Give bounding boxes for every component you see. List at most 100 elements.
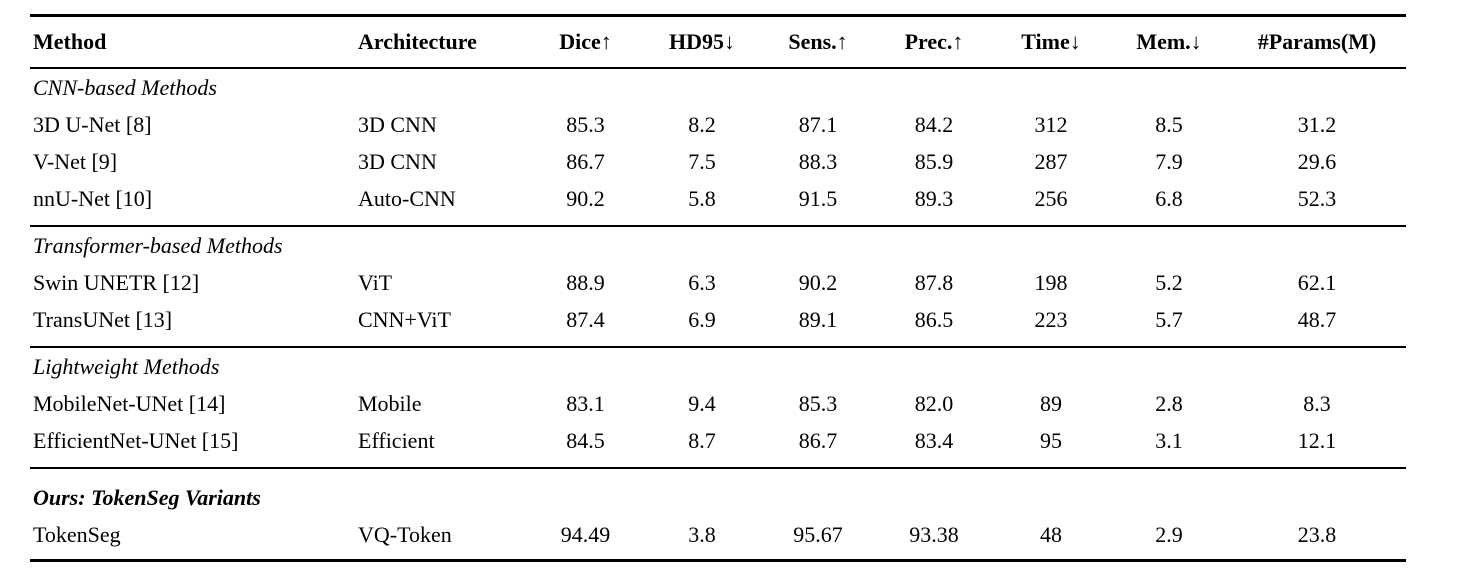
cell-mem: 5.2 [1155,269,1183,295]
cell-dice: 84.5 [566,427,605,453]
section-cnn-methods: CNN-based Methods 3D U-Net [8] 3D CNN 85… [30,68,1406,226]
cell-sens: 95.67 [793,521,843,547]
results-table: Method Architecture Dice↑ HD95↓ Sens.↑ P… [30,14,1406,562]
column-header-prec: Prec.↑ [904,29,964,54]
cell-sens: 87.1 [798,111,838,137]
cell-time: 312 [1034,111,1068,137]
column-header-mem: Mem.↓ [1136,29,1202,54]
cell-method: nnU-Net [10] [33,185,153,211]
cell-method: TokenSeg [33,521,121,547]
cell-hd95: 3.8 [688,521,716,547]
section-header-row: Ours: TokenSeg Variants [30,468,1406,516]
cell-params: 23.8 [1297,521,1337,547]
cell-time: 223 [1034,306,1068,332]
cell-architecture: Auto-CNN [358,185,456,211]
table-row: MobileNet-UNet [14] Mobile 83.1 9.4 85.3… [30,385,1406,422]
cell-method: 3D U-Net [8] [33,111,152,137]
cell-hd95: 7.5 [688,148,716,174]
cell-params: 52.3 [1297,185,1337,211]
section-header-label: CNN-based Methods [33,74,217,100]
table-row: EfficientNet-UNet [15] Efficient 84.5 8.… [30,422,1406,468]
cell-dice: 90.2 [566,185,605,211]
cell-dice: 88.9 [566,269,605,295]
cell-sens: 91.5 [798,185,838,211]
cell-architecture: 3D CNN [358,148,437,174]
cell-prec: 86.5 [914,306,954,332]
cell-mem: 8.5 [1155,111,1183,137]
cell-prec: 83.4 [914,427,954,453]
table-row: TokenSeg VQ-Token 94.49 3.8 95.67 93.38 … [30,516,1406,561]
header-row: Method Architecture Dice↑ HD95↓ Sens.↑ P… [30,16,1406,68]
cell-time: 89 [1040,390,1062,416]
cell-prec: 84.2 [914,111,954,137]
cell-mem: 2.9 [1155,521,1183,547]
cell-sens: 89.1 [798,306,838,332]
cell-mem: 3.1 [1155,427,1183,453]
cell-prec: 85.9 [914,148,954,174]
cell-sens: 90.2 [798,269,838,295]
cell-prec: 87.8 [914,269,954,295]
cell-prec: 93.38 [909,521,959,547]
cell-time: 287 [1034,148,1068,174]
cell-method: MobileNet-UNet [14] [33,390,226,416]
cell-dice: 87.4 [566,306,605,332]
cell-sens: 86.7 [798,427,838,453]
cell-hd95: 8.7 [688,427,716,453]
section-ours-tokenseg: Ours: TokenSeg Variants TokenSeg VQ-Toke… [30,468,1406,561]
column-header-method: Method [33,29,107,54]
cell-hd95: 8.2 [688,111,716,137]
cell-architecture: 3D CNN [358,111,437,137]
cell-method: TransUNet [13] [33,306,173,332]
cell-params: 31.2 [1297,111,1337,137]
column-header-sens: Sens.↑ [788,29,848,54]
table-row: Swin UNETR [12] ViT 88.9 6.3 90.2 87.8 1… [30,264,1406,301]
cell-time: 48 [1040,521,1062,547]
cell-method: EfficientNet-UNet [15] [33,427,239,453]
cell-dice: 86.7 [566,148,605,174]
cell-architecture: ViT [358,269,393,295]
cell-dice: 94.49 [560,521,611,547]
cell-method: Swin UNETR [12] [33,269,200,295]
column-header-architecture: Architecture [358,29,477,54]
cell-mem: 7.9 [1155,148,1183,174]
cell-mem: 6.8 [1155,185,1183,211]
column-header-params: #Params(M) [1257,29,1377,54]
table-row: TransUNet [13] CNN+ViT 87.4 6.9 89.1 86.… [30,301,1406,347]
cell-prec: 89.3 [914,185,954,211]
section-transformer-methods: Transformer-based Methods Swin UNETR [12… [30,226,1406,347]
section-header-row: CNN-based Methods [30,68,1406,106]
cell-params: 8.3 [1303,390,1331,416]
section-header-row: Transformer-based Methods [30,226,1406,264]
cell-sens: 88.3 [798,148,838,174]
cell-hd95: 6.9 [688,306,716,332]
cell-mem: 2.8 [1155,390,1183,416]
cell-architecture: Efficient [358,427,435,453]
cell-time: 198 [1034,269,1068,295]
cell-architecture: Mobile [358,390,422,416]
cell-params: 12.1 [1297,427,1337,453]
table-row: V-Net [9] 3D CNN 86.7 7.5 88.3 85.9 287 … [30,143,1406,180]
cell-architecture: CNN+ViT [358,306,451,332]
cell-params: 29.6 [1297,148,1337,174]
cell-hd95: 6.3 [688,269,716,295]
cell-dice: 83.1 [566,390,605,416]
cell-hd95: 9.4 [688,390,716,416]
column-header-dice: Dice↑ [559,29,612,54]
cell-time: 256 [1034,185,1068,211]
section-header-label: Lightweight Methods [33,353,220,379]
section-lightweight-methods: Lightweight Methods MobileNet-UNet [14] … [30,347,1406,468]
column-header-time: Time↓ [1021,29,1081,54]
cell-params: 62.1 [1297,269,1337,295]
cell-time: 95 [1040,427,1062,453]
cell-mem: 5.7 [1155,306,1183,332]
table-row: 3D U-Net [8] 3D CNN 85.3 8.2 87.1 84.2 3… [30,106,1406,143]
cell-architecture: VQ-Token [358,521,452,547]
cell-sens: 85.3 [798,390,838,416]
cell-params: 48.7 [1297,306,1337,332]
cell-hd95: 5.8 [688,185,716,211]
cell-prec: 82.0 [914,390,954,416]
column-header-hd95: HD95↓ [669,29,735,54]
cell-dice: 85.3 [566,111,605,137]
cell-method: V-Net [9] [33,148,118,174]
